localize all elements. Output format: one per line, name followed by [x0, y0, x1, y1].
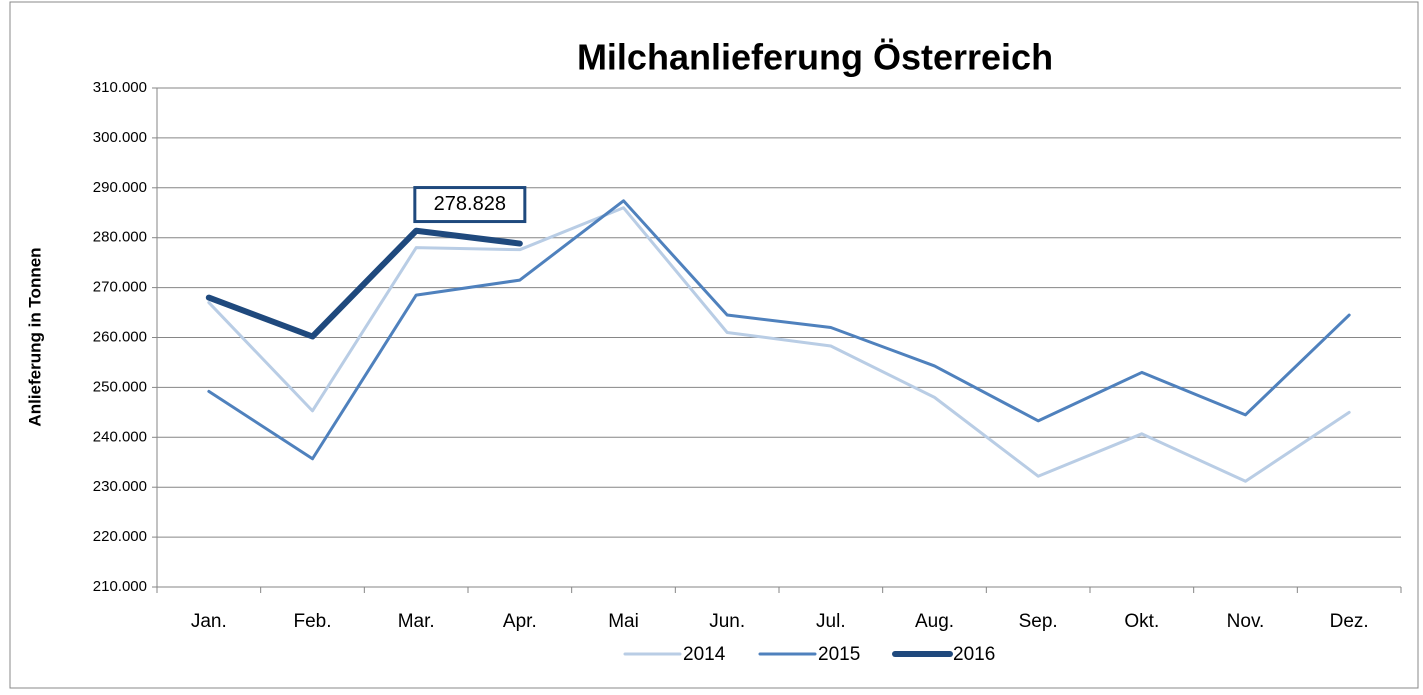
y-tick-label: 250.000 — [93, 378, 147, 395]
x-tick-label: Aug. — [915, 611, 954, 632]
series-line — [207, 206, 1351, 483]
x-tick-label: Mar. — [398, 611, 435, 632]
y-axis-label: Anlieferung in Tonnen — [25, 247, 44, 426]
y-tick-label: 220.000 — [93, 528, 147, 545]
data-label-box — [413, 186, 527, 224]
legend-label: 2015 — [818, 644, 860, 665]
x-tick-label: Okt. — [1124, 611, 1159, 632]
y-tick-label: 270.000 — [93, 279, 147, 296]
chart-title: Milchanlieferung Österreich — [577, 37, 1053, 78]
x-tick-label: Jul. — [816, 611, 846, 632]
y-tick-label: 280.000 — [93, 229, 147, 246]
x-tick-label: Feb. — [293, 611, 331, 632]
legend-label: 2014 — [683, 644, 726, 665]
x-tick-label: Mai — [608, 611, 639, 632]
x-tick-label: Apr. — [503, 611, 537, 632]
y-tick-label: 300.000 — [93, 129, 147, 146]
x-tick-label: Jun. — [709, 611, 745, 632]
series-line — [205, 227, 523, 340]
data-label: 278.828 — [434, 193, 506, 215]
y-tick-label: 290.000 — [93, 179, 147, 196]
y-tick-label: 230.000 — [93, 478, 147, 495]
x-tick-label: Dez. — [1330, 611, 1369, 632]
x-tick-label: Sep. — [1019, 611, 1058, 632]
y-tick-label: 210.000 — [93, 578, 147, 595]
y-tick-label: 260.000 — [93, 328, 147, 345]
series-line — [207, 199, 1351, 461]
chart-frame — [9, 1, 1419, 689]
legend-label: 2016 — [953, 644, 995, 665]
x-tick-label: Nov. — [1227, 611, 1265, 632]
x-tick-label: Jan. — [191, 611, 227, 632]
y-tick-label: 310.000 — [93, 79, 147, 96]
y-tick-label: 240.000 — [93, 428, 147, 445]
